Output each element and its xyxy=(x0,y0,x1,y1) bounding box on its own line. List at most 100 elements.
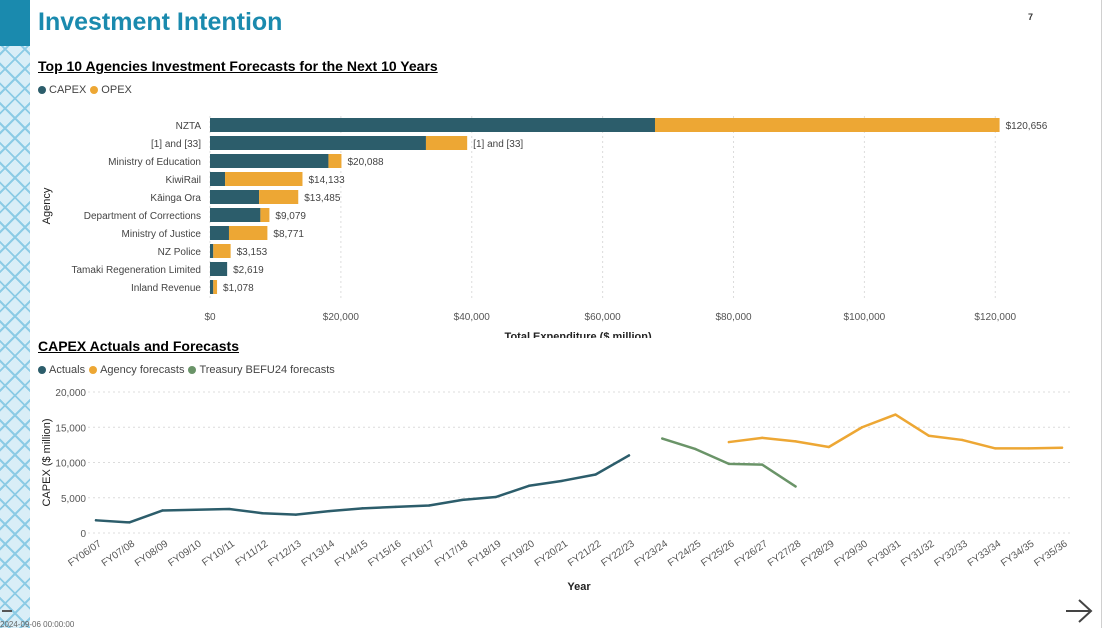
bar-capex-department-of-corrections xyxy=(210,208,261,222)
line-x-axis-title: Year xyxy=(567,581,591,593)
line-x-tick-label: FY33/34 xyxy=(966,538,1004,569)
line-x-tick-label: FY22/23 xyxy=(599,538,637,569)
legend-item-treasury[interactable]: Treasury BEFU24 forecasts xyxy=(188,364,335,376)
line-point-actuals xyxy=(194,508,198,511)
bar-opex-k-inga-ora xyxy=(259,190,299,204)
bar-opex-ministry-of-education xyxy=(328,154,342,168)
line-y-tick-label: 15,000 xyxy=(55,423,86,434)
bar-data-label: $3,153 xyxy=(237,247,268,258)
line-point-treasury-befu24-forecasts xyxy=(794,485,797,488)
footer-timestamp: 2024-09-06 00:00:00 xyxy=(0,620,75,629)
bar-opex-department-of-corrections xyxy=(260,208,270,222)
line-point-actuals xyxy=(594,473,597,476)
page-title: Investment Intention xyxy=(38,8,283,36)
bar-x-tick-label: $20,000 xyxy=(323,312,360,323)
bar-x-tick-label: $120,000 xyxy=(974,312,1016,323)
bar-capex-inland-revenue xyxy=(210,280,214,294)
bar-opex-ministry-of-justice xyxy=(228,226,268,240)
legend-item-agency-forecasts[interactable]: Agency forecasts xyxy=(89,364,184,376)
bar-data-label: $14,133 xyxy=(308,175,345,186)
line-point-actuals xyxy=(461,498,464,502)
line-point-actuals xyxy=(494,495,497,499)
line-point-treasury-befu24-forecasts xyxy=(761,463,764,466)
bar-chart-legend: CAPEX OPEX xyxy=(38,84,132,96)
bar-opex-nz-police xyxy=(213,244,231,258)
legend-item-actuals[interactable]: Actuals xyxy=(38,364,85,376)
line-point-treasury-befu24-forecasts xyxy=(727,462,731,466)
bar-data-label: $2,619 xyxy=(233,265,264,276)
line-point-agency-forecasts xyxy=(794,440,797,443)
bar-capex-ministry-of-justice xyxy=(210,226,229,240)
bar-opex-nzta xyxy=(654,118,1000,132)
decorative-side-strip xyxy=(0,0,30,628)
bar-capex-k-inga-ora xyxy=(210,190,260,204)
legend-dot-capex xyxy=(38,86,46,94)
bar-data-label: $1,078 xyxy=(223,283,254,294)
bar-data-label: $120,656 xyxy=(1006,121,1048,132)
bar-chart-title: Top 10 Agencies Investment Forecasts for… xyxy=(38,58,438,74)
arrow-right-icon[interactable] xyxy=(1064,598,1094,624)
line-point-treasury-befu24-forecasts xyxy=(661,437,664,440)
bar-y-axis-title: Agency xyxy=(41,187,53,224)
bar-x-tick-label: $60,000 xyxy=(585,312,622,323)
line-x-tick-label: FY24/25 xyxy=(666,538,704,569)
line-x-tick-label: FY18/19 xyxy=(466,538,504,569)
line-x-tick-label: FY12/13 xyxy=(266,538,304,569)
line-x-tick-label: FY19/20 xyxy=(499,538,537,569)
line-x-tick-label: FY14/15 xyxy=(333,538,371,569)
line-y-tick-label: 10,000 xyxy=(55,459,86,470)
line-x-tick-label: FY29/30 xyxy=(833,538,871,569)
bar-capex-tamaki-regeneration-limited xyxy=(210,262,228,276)
bar-capex-nz-police xyxy=(210,244,214,258)
line-point-agency-forecasts xyxy=(827,445,831,449)
line-x-tick-label: FY23/24 xyxy=(633,538,671,569)
line-point-actuals xyxy=(261,512,264,515)
line-point-agency-forecasts xyxy=(860,426,864,429)
bar-opex-kiwirail xyxy=(225,172,303,186)
line-chart-legend: Actuals Agency forecasts Treasury BEFU24… xyxy=(38,364,335,376)
line-x-tick-label: FY11/12 xyxy=(234,538,271,569)
bar-x-axis-title: Total Expenditure ($ million) xyxy=(505,331,652,338)
bar-category-label: NZ Police xyxy=(158,247,202,258)
line-series-actuals xyxy=(94,454,631,524)
line-x-tick-label: FY27/28 xyxy=(766,538,804,569)
legend-dot-treasury xyxy=(188,366,197,374)
line-point-actuals xyxy=(228,507,231,511)
line-y-tick-label: 20,000 xyxy=(55,388,86,399)
line-x-tick-label: FY30/31 xyxy=(866,538,904,569)
legend-label-capex: CAPEX xyxy=(49,84,87,96)
bar-x-tick-label: $40,000 xyxy=(454,312,491,323)
line-point-agency-forecasts xyxy=(761,436,764,440)
right-border-rule xyxy=(1101,0,1102,628)
bar-data-label: [1] and [33] xyxy=(473,139,523,150)
previous-page-marker[interactable] xyxy=(2,610,12,612)
legend-label-opex: OPEX xyxy=(101,84,132,96)
title-accent-block xyxy=(0,0,30,46)
line-x-tick-label: FY25/26 xyxy=(699,538,737,569)
line-x-tick-label: FY34/35 xyxy=(999,538,1037,569)
bar-category-label: Department of Corrections xyxy=(84,211,201,222)
line-x-tick-label: FY31/32 xyxy=(899,538,937,569)
line-point-agency-forecasts xyxy=(994,447,997,450)
line-x-tick-label: FY16/17 xyxy=(400,538,438,569)
bar-category-label: Kāinga Ora xyxy=(150,193,201,204)
line-series-agency-forecasts xyxy=(727,413,1064,450)
line-point-actuals xyxy=(161,509,164,512)
line-x-tick-label: FY08/09 xyxy=(133,538,171,569)
line-x-tick-label: FY32/33 xyxy=(933,538,971,569)
line-point-actuals xyxy=(94,519,98,522)
capex-line-chart: 05,00010,00015,00020,000FY06/07FY07/08FY… xyxy=(41,388,1070,593)
line-point-agency-forecasts xyxy=(894,413,897,416)
line-point-agency-forecasts xyxy=(960,438,964,442)
line-x-tick-label: FY13/14 xyxy=(300,538,338,569)
page-number: 7 xyxy=(1028,12,1034,22)
line-x-tick-label: FY10/11 xyxy=(200,538,237,569)
line-point-agency-forecasts xyxy=(1027,447,1030,450)
legend-item-capex[interactable]: CAPEX xyxy=(38,84,86,96)
bar-category-label: Tamaki Regeneration Limited xyxy=(71,265,201,276)
legend-label-agency-forecasts: Agency forecasts xyxy=(100,364,185,376)
line-point-actuals xyxy=(427,504,431,507)
line-point-agency-forecasts xyxy=(727,440,731,444)
legend-item-opex[interactable]: OPEX xyxy=(90,84,132,96)
legend-dot-opex xyxy=(90,86,99,94)
